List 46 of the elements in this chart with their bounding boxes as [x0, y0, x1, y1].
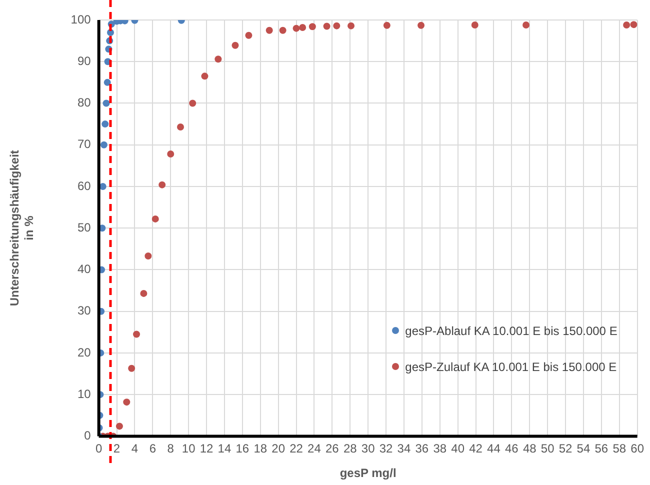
x-tick-label: 52 — [558, 442, 573, 456]
y-axis-title: Unterschreitungshäufigkeit in % — [8, 150, 36, 306]
x-tick-label: 4 — [131, 442, 138, 456]
y-tick-label: 20 — [77, 345, 92, 360]
x-tick-label: 38 — [433, 442, 447, 456]
x-tick-label: 10 — [182, 442, 196, 456]
x-tick-label: 24 — [308, 442, 322, 456]
x-tick-label: 60 — [630, 442, 644, 456]
x-tick-label: 34 — [397, 442, 411, 456]
x-tick-label: 30 — [361, 442, 376, 456]
x-tick-label: 58 — [612, 442, 626, 456]
y-tick-label: 50 — [77, 220, 92, 234]
x-tick-label: 56 — [594, 442, 608, 456]
x-tick-label: 36 — [415, 442, 429, 456]
x-tick-label: 18 — [254, 442, 268, 456]
x-tick-label: 50 — [540, 442, 555, 456]
y-tick-label: 80 — [77, 96, 92, 110]
x-axis-title: gesP mg/l — [340, 466, 396, 480]
x-tick-label: 48 — [522, 442, 537, 456]
x-tick-label: 22 — [290, 442, 304, 456]
x-tick-label: 42 — [469, 442, 483, 456]
y-tick-label: 10 — [77, 386, 92, 401]
x-tick-label: 26 — [325, 442, 340, 456]
y-tick-label: 70 — [77, 137, 92, 152]
x-tick-label: 8 — [167, 442, 174, 456]
y-tick-label: 40 — [77, 262, 92, 276]
x-tick-label: 44 — [487, 442, 501, 456]
x-tick-label: 0 — [95, 442, 102, 456]
y-tick-label: 30 — [77, 304, 92, 318]
x-tick-label: 14 — [218, 442, 232, 456]
x-tick-label: 54 — [576, 442, 590, 456]
x-tick-label: 40 — [451, 442, 465, 456]
legend-label: gesP-Ablauf KA 10.001 E bis 150.000 E — [405, 324, 618, 338]
y-tick-label: 100 — [70, 12, 92, 26]
y-tick-label: 90 — [77, 54, 92, 68]
x-tick-label: 16 — [236, 442, 250, 456]
x-tick-label: 32 — [379, 442, 394, 456]
x-tick-label: 6 — [149, 442, 156, 456]
legend-label: gesP-Zulauf KA 10.001 E bis 150.000 E — [405, 360, 617, 374]
x-tick-label: 12 — [200, 442, 214, 456]
y-tick-label: 0 — [84, 428, 92, 443]
y-tick-label: 60 — [77, 178, 92, 193]
x-tick-label: 20 — [272, 442, 286, 456]
x-tick-label: 28 — [343, 442, 358, 456]
x-tick-label: 46 — [504, 442, 519, 456]
x-tick-label: 2 — [113, 442, 120, 456]
